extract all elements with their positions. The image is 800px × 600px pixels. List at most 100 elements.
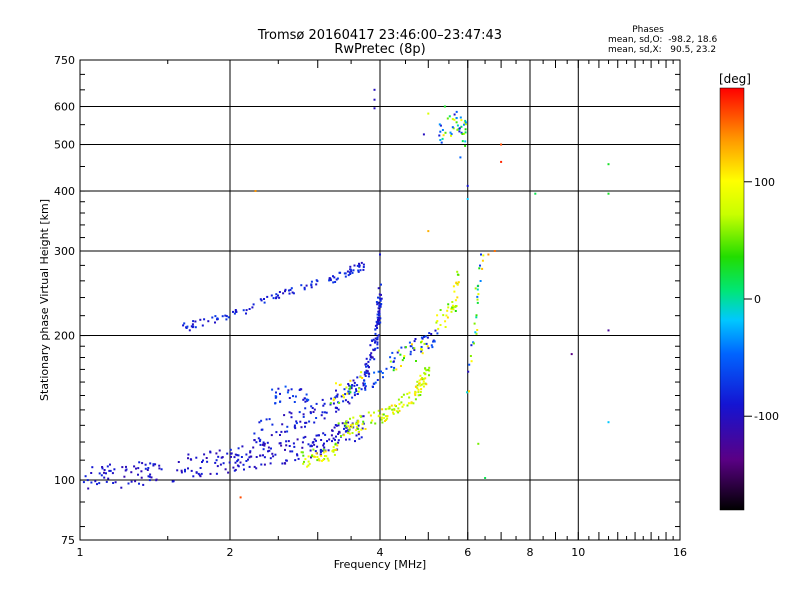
echo-point <box>286 425 289 428</box>
echo-point <box>395 410 398 413</box>
echo-point <box>380 416 383 419</box>
echo-point <box>476 329 479 331</box>
echo-point <box>436 332 439 335</box>
echo-point <box>199 467 202 469</box>
echo-point <box>335 435 337 438</box>
echo-point <box>258 440 261 443</box>
echo-point <box>442 134 445 137</box>
echo-point <box>348 384 351 387</box>
echo-point <box>155 478 158 481</box>
echo-point <box>452 127 455 130</box>
echo-point <box>197 472 200 475</box>
echo-point <box>307 455 310 458</box>
echo-point <box>203 318 206 321</box>
echo-point <box>207 320 210 323</box>
echo-point <box>476 298 479 301</box>
echo-point <box>454 299 457 302</box>
echo-point <box>285 440 288 443</box>
echo-point <box>220 456 223 459</box>
echo-point <box>107 477 110 480</box>
echo-point <box>348 438 351 441</box>
echo-point <box>214 315 217 318</box>
echo-point <box>351 423 354 426</box>
echo-point <box>411 343 413 346</box>
echo-point <box>400 346 403 349</box>
echo-point <box>449 131 452 134</box>
echo-point <box>354 422 357 425</box>
echo-point <box>348 402 351 405</box>
echo-point <box>135 467 137 470</box>
echo-point <box>333 426 336 429</box>
echo-point <box>87 487 90 490</box>
echo-point <box>396 351 399 354</box>
echo-point <box>284 288 287 291</box>
echo-point <box>477 293 480 296</box>
echo-point <box>607 329 610 332</box>
echo-point <box>343 427 345 430</box>
echo-point <box>315 402 318 405</box>
echo-point <box>367 375 370 378</box>
echo-point <box>369 354 372 356</box>
echo-point <box>90 472 93 474</box>
echo-point <box>251 306 254 309</box>
echo-point <box>269 462 272 465</box>
echo-point <box>142 483 145 486</box>
echo-point <box>466 391 469 394</box>
echo-point <box>392 412 395 415</box>
echo-point <box>356 384 359 387</box>
echo-point <box>332 450 335 453</box>
echo-point <box>419 390 422 393</box>
echo-point <box>182 324 185 327</box>
echo-point <box>425 342 428 345</box>
echo-point <box>272 297 275 300</box>
echo-point <box>245 309 248 312</box>
echo-point <box>377 301 380 304</box>
echo-point <box>138 461 141 464</box>
echo-point <box>372 386 374 388</box>
echo-point <box>259 454 262 457</box>
echo-point <box>249 451 252 454</box>
echo-point <box>234 453 237 456</box>
echo-point <box>339 383 342 386</box>
echo-point <box>260 463 263 466</box>
echo-point <box>369 414 372 417</box>
echo-point <box>125 465 127 468</box>
echo-point <box>421 377 424 380</box>
echo-point <box>322 459 325 461</box>
echo-point <box>309 445 312 448</box>
echo-point <box>326 440 328 443</box>
echo-point <box>186 325 189 328</box>
echo-point <box>474 287 477 290</box>
echo-point <box>364 382 366 385</box>
echo-point <box>353 264 356 267</box>
echo-point <box>442 314 445 317</box>
echo-point <box>424 367 427 370</box>
echo-point <box>400 401 403 404</box>
echo-point <box>371 356 374 359</box>
echo-point <box>337 408 340 411</box>
echo-point <box>464 128 467 131</box>
echo-point <box>312 448 315 451</box>
echo-point <box>335 395 338 398</box>
echo-point <box>329 403 332 406</box>
echo-point <box>183 322 186 325</box>
echo-point <box>534 192 537 195</box>
echo-point <box>108 469 111 472</box>
echo-point <box>200 472 203 475</box>
echo-point <box>374 340 377 343</box>
echo-point <box>351 271 354 274</box>
echo-point <box>262 454 264 457</box>
echo-point <box>109 463 111 466</box>
echo-point <box>315 452 318 455</box>
echo-point <box>309 449 312 452</box>
echo-point <box>570 353 573 356</box>
echo-point <box>607 163 610 166</box>
echo-point <box>391 408 394 411</box>
echo-point <box>321 449 324 452</box>
echo-point <box>289 288 292 291</box>
echo-point <box>343 424 346 427</box>
echo-point <box>417 394 420 397</box>
echo-point <box>224 314 227 317</box>
echo-point <box>275 293 278 296</box>
echo-point <box>263 463 266 466</box>
